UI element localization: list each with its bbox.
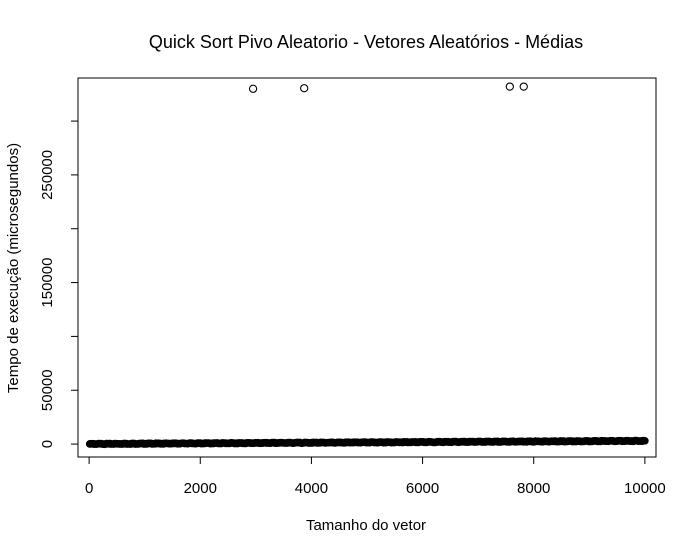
x-tick-label: 0 [85, 480, 93, 497]
y-tick-label: 250000 [39, 150, 56, 200]
outlier-point [505, 82, 514, 91]
x-tick-label: 8000 [517, 480, 550, 497]
y-tick-label: 150000 [39, 258, 56, 308]
outlier-point [248, 84, 258, 93]
data-points [85, 82, 649, 448]
dense-series-points [85, 436, 649, 448]
x-axis-label: Tamanho do vetor [306, 517, 426, 534]
x-axis: 0 2000 4000 6000 8000 10000 [85, 456, 666, 497]
x-tick-label: 2000 [184, 480, 217, 497]
y-tick-label: 0 [39, 440, 56, 448]
y-axis: 0 50000 150000 250000 [39, 120, 79, 448]
chart-title: Quick Sort Pivo Aleatorio - Vetores Alea… [149, 32, 583, 52]
x-tick-label: 6000 [406, 480, 439, 497]
x-tick-label: 4000 [295, 480, 328, 497]
y-tick-label: 50000 [39, 369, 56, 411]
plot-area-frame [77, 77, 657, 458]
outlier-point [300, 84, 309, 93]
outlier-point [519, 82, 528, 91]
y-axis-label: Tempo de execução (microsegundos) [5, 143, 22, 393]
x-tick-label: 10000 [624, 480, 666, 497]
